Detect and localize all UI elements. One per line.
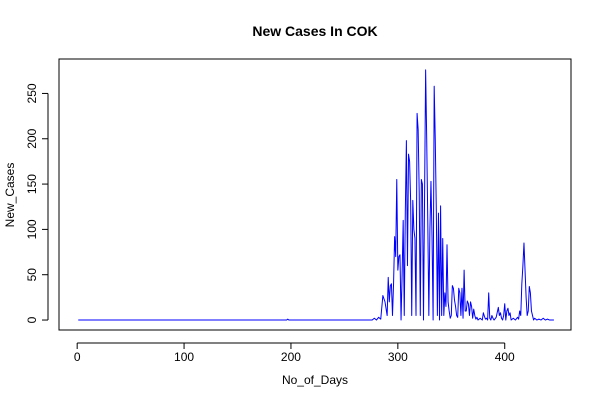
x-axis: 0 100 200 300 400 <box>74 342 515 364</box>
series-line <box>78 69 554 321</box>
x-tick-label: 200 <box>281 350 301 364</box>
y-tick-label: 100 <box>25 219 39 239</box>
x-tick-label: 0 <box>74 350 81 364</box>
y-axis-label: New_Cases <box>3 163 17 228</box>
x-tick-label: 400 <box>495 350 515 364</box>
y-tick-label: 200 <box>25 128 39 148</box>
series-layer <box>78 69 554 321</box>
chart-title: New Cases In COK <box>252 23 377 39</box>
plot-area-border <box>58 58 572 331</box>
y-axis: 0 50 100 150 200 250 <box>25 83 49 323</box>
x-tick-label: 300 <box>388 350 408 364</box>
y-tick-label: 250 <box>25 83 39 103</box>
y-tick-label: 50 <box>25 268 39 282</box>
x-axis-label: No_of_Days <box>282 373 348 387</box>
y-tick-label: 0 <box>25 316 39 323</box>
x-tick-label: 100 <box>174 350 194 364</box>
y-tick-label: 150 <box>25 174 39 194</box>
